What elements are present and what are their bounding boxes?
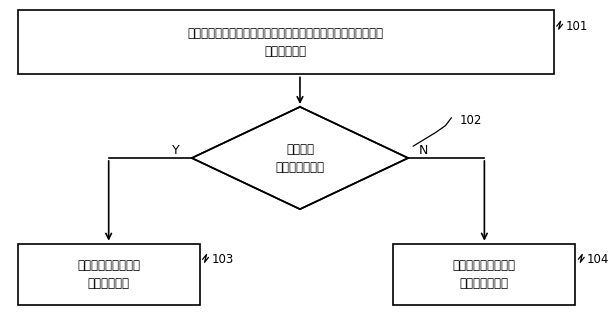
FancyBboxPatch shape (18, 11, 554, 74)
Text: Y: Y (172, 144, 180, 157)
Text: 控制压缩机的绕组为
星形连接方式: 控制压缩机的绕组为 星形连接方式 (77, 259, 140, 290)
FancyBboxPatch shape (393, 244, 576, 305)
Text: 102: 102 (459, 114, 481, 127)
Text: 104: 104 (587, 253, 610, 266)
Text: 103: 103 (211, 253, 233, 266)
Text: N: N (419, 144, 428, 157)
Text: 确定空调室内机的实时内机风速，将实时内机风速与第一设定风
速阈值作比较: 确定空调室内机的实时内机风速，将实时内机风速与第一设定风 速阈值作比较 (188, 27, 384, 58)
FancyBboxPatch shape (18, 244, 200, 305)
Text: 101: 101 (566, 20, 588, 33)
Text: 小于第一
设定风速阈值？: 小于第一 设定风速阈值？ (276, 143, 324, 174)
Polygon shape (192, 107, 408, 209)
Text: 控制压缩机的绕组为
三角形连接方式: 控制压缩机的绕组为 三角形连接方式 (453, 259, 516, 290)
